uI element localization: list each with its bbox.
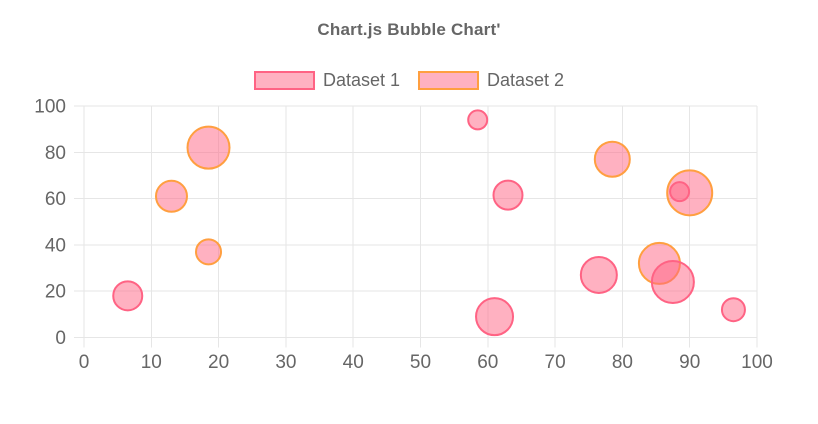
x-tick-label-10: 10 — [141, 352, 162, 373]
legend-swatch-dataset-2 — [418, 71, 479, 90]
legend-swatch-dataset-1 — [253, 71, 315, 90]
y-tick-label-0: 0 — [55, 328, 66, 349]
bubble-dataset-1-point-4[interactable] — [669, 181, 691, 203]
legend-item-dataset-2[interactable]: Dataset 2 — [418, 71, 564, 90]
bubble-dataset-1-point-5[interactable] — [579, 255, 618, 294]
legend-label-dataset-2: Dataset 2 — [487, 70, 565, 90]
x-tick-label-80: 80 — [612, 352, 633, 373]
x-tick-label-50: 50 — [410, 352, 431, 373]
x-tick-label-90: 90 — [679, 352, 700, 373]
legend-item-dataset-1[interactable]: Dataset 1 — [253, 70, 400, 90]
bubble-dataset-2-point-0[interactable] — [186, 125, 231, 170]
y-tick-label-40: 40 — [45, 235, 66, 256]
bubble-dataset-1-point-7[interactable] — [720, 297, 746, 323]
y-tick-label-60: 60 — [45, 189, 66, 210]
x-tick-label-100: 100 — [741, 352, 773, 373]
bubble-dataset-1-point-1[interactable] — [467, 109, 489, 131]
bubble-dataset-1-point-0[interactable] — [112, 280, 144, 312]
x-tick-label-0: 0 — [79, 352, 90, 373]
legend: Dataset 1 Dataset 2 — [0, 71, 818, 90]
y-tick-label-80: 80 — [45, 143, 66, 164]
y-tick-label-20: 20 — [45, 282, 66, 303]
x-tick-label-70: 70 — [545, 352, 566, 373]
x-tick-label-40: 40 — [343, 352, 364, 373]
chart-title: Chart.js Bubble Chart' — [317, 20, 501, 39]
bubble-dataset-2-point-2[interactable] — [195, 238, 223, 266]
bubble-dataset-1-point-6[interactable] — [650, 259, 695, 304]
bubble-dataset-1-point-3[interactable] — [475, 297, 515, 337]
legend-label-dataset-1: Dataset 1 — [322, 70, 400, 90]
x-tick-label-30: 30 — [275, 352, 296, 373]
y-tick-label-100: 100 — [34, 97, 66, 118]
x-tick-label-60: 60 — [477, 352, 498, 373]
bubble-dataset-2-point-3[interactable] — [593, 140, 631, 178]
bubble-dataset-2-point-1[interactable] — [154, 179, 188, 213]
bubble-dataset-1-point-2[interactable] — [492, 179, 524, 211]
x-tick-label-20: 20 — [208, 352, 229, 373]
